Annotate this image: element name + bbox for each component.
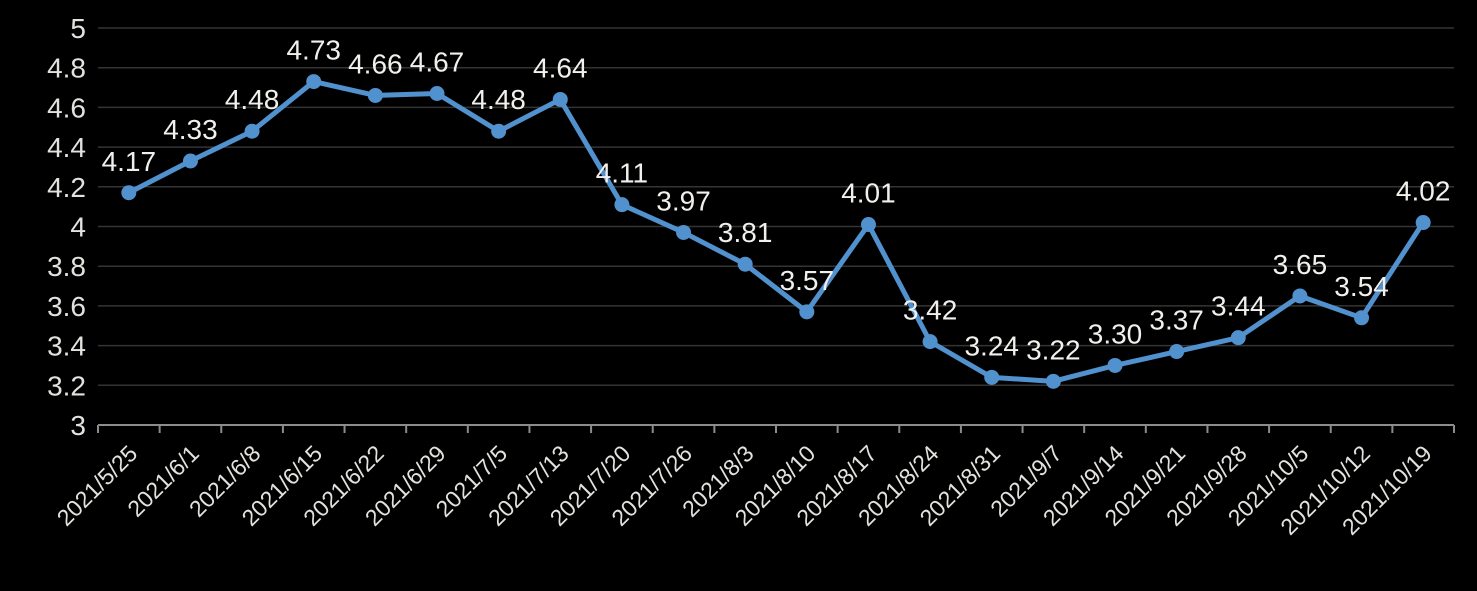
gridlines-group xyxy=(98,27,1454,387)
y-tick-label: 3 xyxy=(70,410,86,441)
y-tick-label: 3.2 xyxy=(47,370,86,401)
data-label: 4.67 xyxy=(410,47,465,78)
data-point-marker xyxy=(1230,330,1246,346)
y-tick-label: 5 xyxy=(70,13,86,44)
data-label: 3.22 xyxy=(1026,334,1081,365)
y-tick-label: 3.6 xyxy=(47,291,86,322)
data-label: 3.57 xyxy=(780,265,835,296)
data-label: 4.66 xyxy=(348,48,403,79)
data-point-marker xyxy=(182,153,198,169)
data-point-marker xyxy=(1045,373,1061,389)
y-tick-label: 3.8 xyxy=(47,251,86,282)
data-label: 4.02 xyxy=(1396,176,1451,207)
data-label: 3.44 xyxy=(1211,291,1266,322)
y-tick-labels-group: 3 3.2 3.4 3.6 3.8 4 4.2 4.4 4.6 4.8 5 xyxy=(47,13,86,441)
data-point-marker xyxy=(799,304,815,320)
y-tick-label: 3.4 xyxy=(47,331,86,362)
data-label: 3.81 xyxy=(718,217,773,248)
y-tick-label: 4 xyxy=(70,212,86,243)
x-tick-label: 2021/5/25 xyxy=(52,440,143,531)
data-point-marker xyxy=(1415,215,1431,231)
data-point-marker xyxy=(1169,344,1185,360)
data-label: 3.30 xyxy=(1088,318,1143,349)
data-label: 4.73 xyxy=(286,35,341,66)
markers-group xyxy=(121,74,1431,389)
data-label: 3.24 xyxy=(964,330,1019,361)
data-label: 4.33 xyxy=(163,114,218,145)
y-tick-label: 4.8 xyxy=(47,53,86,84)
data-point-marker xyxy=(367,87,383,103)
y-tick-label: 4.2 xyxy=(47,172,86,203)
series-line xyxy=(126,79,1426,384)
data-point-marker xyxy=(1292,288,1308,304)
data-point-marker xyxy=(244,123,260,139)
x-tick-labels-group: 2021/5/252021/6/12021/6/82021/6/152021/6… xyxy=(52,440,1437,540)
data-label: 3.42 xyxy=(903,295,958,326)
y-tick-label: 4.4 xyxy=(47,132,86,163)
data-labels-group: 4.174.334.484.73 4.66 4.674.484.644.113.97… xyxy=(102,35,1451,366)
data-label: 4.48 xyxy=(225,84,280,115)
data-point-marker xyxy=(429,86,445,102)
data-label: 3.54 xyxy=(1334,271,1389,302)
data-point-marker xyxy=(1354,310,1370,326)
data-point-marker xyxy=(737,256,753,272)
data-point-marker xyxy=(552,91,568,107)
data-label: 4.01 xyxy=(841,178,896,209)
data-point-marker xyxy=(491,123,507,139)
data-point-marker xyxy=(1107,357,1123,373)
data-point-marker xyxy=(121,185,137,201)
data-label: 4.11 xyxy=(596,158,648,189)
data-point-marker xyxy=(614,197,630,213)
data-label: 3.37 xyxy=(1149,305,1204,336)
data-label: 4.64 xyxy=(533,52,588,83)
data-label: 4.48 xyxy=(471,84,526,115)
y-tick-label: 4.6 xyxy=(47,92,86,123)
data-point-marker xyxy=(922,334,938,350)
data-label: 3.97 xyxy=(656,185,711,216)
x-axis-group xyxy=(97,424,1455,433)
data-label: 4.17 xyxy=(102,146,157,177)
data-point-marker xyxy=(860,217,876,233)
data-point-marker xyxy=(676,224,692,240)
data-label: 3.65 xyxy=(1273,249,1328,280)
data-point-marker xyxy=(306,74,322,90)
data-point-marker xyxy=(984,369,1000,385)
